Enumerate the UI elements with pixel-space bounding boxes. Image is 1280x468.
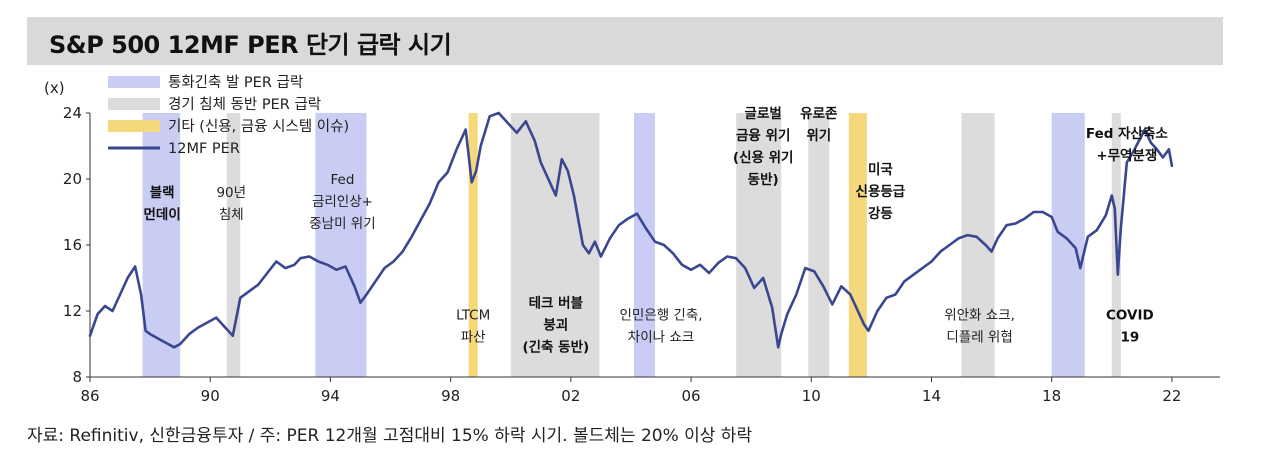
- annotation-line: 금리인상+: [312, 194, 373, 210]
- band-monetary-2: [315, 113, 367, 377]
- x-tick-label: 14: [922, 387, 941, 405]
- x-tick-label: 86: [80, 387, 99, 405]
- annotation-line: Fed: [330, 172, 354, 188]
- band-other-8: [848, 113, 867, 377]
- annotation-line: (신용 위기: [733, 150, 794, 166]
- annotation-line: +무역분쟁: [1096, 147, 1157, 164]
- y-tick-label: 16: [63, 236, 82, 254]
- annotation-line: 디플레 위협: [946, 329, 1012, 345]
- legend-label-other: 기타 (신용, 금융 시스템 이슈): [168, 118, 349, 135]
- annotation-line: 90년: [216, 185, 246, 201]
- band-recession-4: [510, 113, 600, 377]
- annotation-line: 붕괴: [543, 318, 568, 334]
- title-bar: S&P 500 12MF PER 단기 급락 시기: [27, 17, 1223, 65]
- annotation-11: COVID 19: [1106, 307, 1154, 345]
- annotation-line: 인민은행 긴축,: [619, 307, 702, 323]
- annotation-line: 침체: [219, 207, 244, 223]
- annotation-9: 위안화 쇼크, 디플레 위협: [944, 307, 1015, 345]
- x-tick-label: 22: [1162, 387, 1181, 405]
- annotation-10: Fed 자산축소 +무역분쟁: [1086, 125, 1168, 164]
- period-bands: [142, 113, 1121, 377]
- x-tick-label: 98: [441, 387, 460, 405]
- annotation-line: 글로벌: [745, 105, 782, 122]
- annotation-line: 위안화 쇼크,: [944, 307, 1015, 323]
- source-note: 자료: Refinitiv, 신한금융투자 / 주: PER 12개월 고점대비…: [27, 426, 753, 446]
- x-tick-label: 94: [321, 387, 340, 405]
- annotation-line: 미국: [868, 162, 893, 178]
- annotation-line: 위기: [806, 128, 831, 144]
- legend-swatch-recession: [108, 98, 160, 110]
- legend-swatch-monetary: [108, 76, 160, 88]
- y-tick-label: 20: [63, 170, 82, 188]
- annotation-line: 테크 버블: [529, 295, 583, 312]
- y-tick-label: 12: [63, 302, 82, 320]
- series-12mf-per: [88, 111, 1174, 349]
- annotation-line: 파산: [461, 329, 486, 345]
- y-tick-label: 24: [63, 104, 82, 122]
- annotation-line: COVID: [1106, 307, 1154, 323]
- annotation-line: 블랙: [150, 184, 175, 201]
- annotation-line: 유로존: [800, 106, 838, 122]
- annotation-line: (긴축 동반): [522, 339, 589, 356]
- band-recession-9: [961, 113, 995, 377]
- annotation-line: 동반): [748, 171, 779, 188]
- x-tick-label: 18: [1042, 387, 1061, 405]
- x-tick-label: 90: [201, 387, 220, 405]
- x-tick-label: 02: [561, 387, 580, 405]
- annotation-line: 중남미 위기: [309, 216, 375, 232]
- legend-label-monetary: 통화긴축 발 PER 급락: [168, 74, 303, 91]
- page-title: S&P 500 12MF PER 단기 급락 시기: [49, 31, 452, 59]
- annotation-line: Fed 자산축소: [1086, 125, 1168, 142]
- annotation-2: Fed 금리인상+ 중남미 위기: [309, 172, 375, 232]
- annotation-line: LTCM: [456, 307, 490, 323]
- annotation-line: 신용등급: [856, 184, 906, 200]
- x-tick-label: 10: [802, 387, 821, 405]
- y-axis-unit: (x): [44, 79, 65, 97]
- x-tick-label: 06: [682, 387, 701, 405]
- band-other-3: [468, 113, 478, 377]
- band-recession-7: [808, 113, 830, 377]
- band-recession-6: [736, 113, 782, 377]
- annotation-line: 먼데이: [143, 206, 180, 223]
- legend-label-line: 12MF PER: [168, 141, 240, 157]
- annotation-3: LTCM 파산: [456, 307, 490, 345]
- annotation-line: 강등: [868, 205, 893, 222]
- annotation-5: 인민은행 긴축, 차이나 쇼크: [619, 307, 702, 345]
- annotation-line: 19: [1120, 329, 1139, 345]
- series-line: [88, 111, 1174, 349]
- y-tick-label: 8: [72, 368, 82, 386]
- legend-swatch-other: [108, 120, 160, 132]
- band-monetary-5: [633, 113, 655, 377]
- annotation-line: 금융 위기: [736, 128, 790, 144]
- annotation-line: 차이나 쇼크: [628, 329, 694, 345]
- band-monetary-10: [1051, 113, 1085, 377]
- legend-label-recession: 경기 침체 동반 PER 급락: [168, 96, 321, 113]
- axes: 8 12 16 20 24 (x) 86 90 94 98 02 06 10 14 18 22: [44, 79, 1220, 405]
